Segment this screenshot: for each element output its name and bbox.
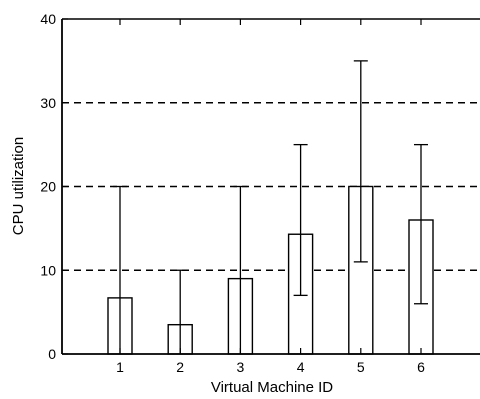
y-tick-labels: 0 10 20 30 40 [40, 11, 68, 362]
x-tick-label-6: 6 [417, 359, 425, 375]
x-tick-label-5: 5 [357, 359, 365, 375]
x-tick-label-3: 3 [237, 359, 245, 375]
y-tick-label-40: 40 [40, 11, 56, 27]
error-bars-group [113, 60, 428, 354]
x-tick-label-2: 2 [176, 359, 184, 375]
x-axis-label: Virtual Machine ID [211, 379, 333, 396]
y-tick-label-20: 20 [40, 179, 56, 195]
y-tick-label-10: 10 [40, 262, 56, 278]
x-tick-labels: 1 2 3 4 5 6 [116, 19, 425, 375]
y-tick-label-0: 0 [48, 346, 56, 362]
y-tick-label-30: 30 [40, 95, 56, 111]
y-axis-label: CPU utilization [10, 137, 27, 235]
x-tick-label-1: 1 [116, 359, 124, 375]
x-tick-label-4: 4 [297, 359, 305, 375]
